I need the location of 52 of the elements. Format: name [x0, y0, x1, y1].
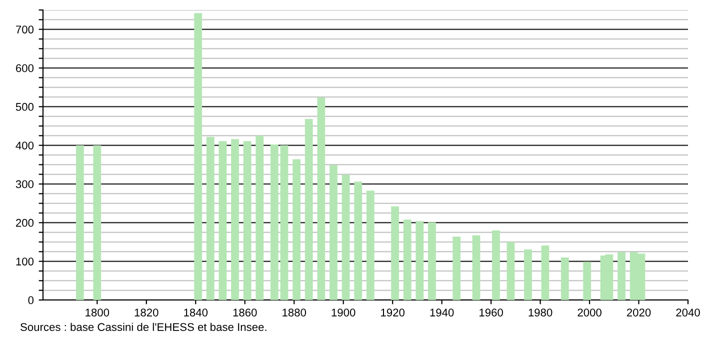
y-tick-label: 700: [16, 26, 34, 34]
x-tick-label: 1900: [332, 308, 356, 316]
bar: [560, 257, 569, 300]
bar: [618, 252, 626, 300]
x-tick-label: 2020: [626, 308, 651, 316]
x-tick-label: 1920: [381, 308, 405, 316]
bar: [583, 262, 592, 300]
bar: [270, 144, 278, 300]
bar: [231, 139, 239, 300]
bar: [76, 145, 84, 300]
bar: [452, 236, 461, 300]
x-tick-label: 1980: [528, 308, 552, 316]
x-tick-label: 1860: [233, 308, 257, 316]
bar: [366, 190, 374, 300]
y-tick-label: 0: [28, 296, 34, 304]
bar: [492, 230, 500, 300]
y-tick-label: 600: [16, 64, 34, 72]
bar: [93, 145, 102, 300]
bar: [391, 206, 399, 300]
bar: [194, 13, 202, 300]
bar: [416, 221, 424, 300]
x-tick-label: 1880: [282, 308, 306, 316]
y-tick-label: 300: [16, 180, 34, 188]
bar: [280, 145, 288, 300]
bar: [206, 136, 214, 300]
y-tick-label: 500: [16, 102, 34, 111]
x-tick-label: 2040: [676, 308, 700, 316]
bar: [541, 245, 550, 300]
y-tick-label: 100: [16, 258, 34, 266]
bar: [403, 220, 412, 300]
bar: [256, 136, 264, 300]
x-tick-label: 1840: [184, 308, 208, 316]
bar: [354, 182, 362, 300]
x-tick-label: 2000: [578, 308, 602, 316]
bar: [342, 174, 350, 300]
bar: [317, 97, 326, 300]
source-note: Sources : base Cassini de l'EHESS et base Insee.: [20, 322, 266, 331]
bar: [292, 159, 301, 300]
x-tick-label: 1960: [480, 308, 503, 316]
bar: [243, 141, 252, 300]
bar: [304, 119, 313, 300]
y-tick-label: 200: [16, 218, 34, 227]
bar: [218, 141, 227, 300]
x-tick-label: 1820: [134, 308, 158, 316]
x-tick-label: 1940: [430, 308, 454, 316]
bar: [472, 235, 480, 300]
bar: [506, 242, 515, 300]
bar: [330, 165, 338, 300]
bar: [428, 222, 436, 300]
y-tick-label: 400: [16, 142, 34, 150]
x-tick-label: 1800: [86, 308, 110, 316]
bar: [524, 249, 532, 300]
